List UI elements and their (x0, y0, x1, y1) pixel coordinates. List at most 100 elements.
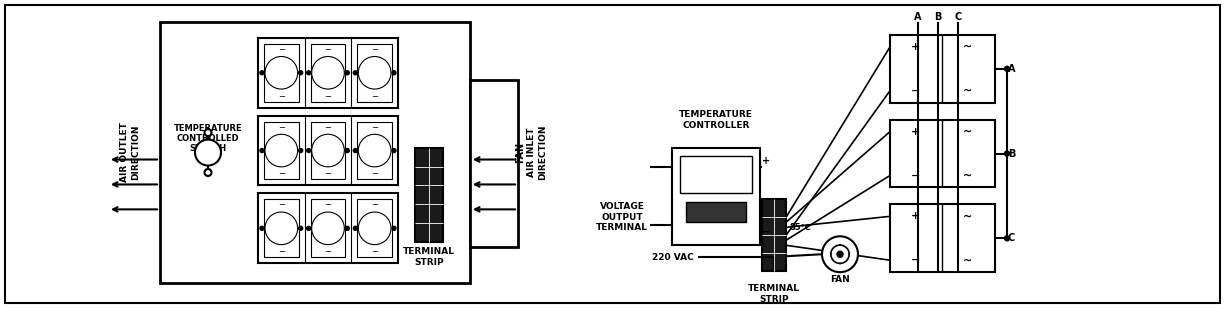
Text: TEMPERATURE
CONTROLLER: TEMPERATURE CONTROLLER (679, 110, 753, 129)
Text: −: − (911, 86, 921, 96)
Bar (358, 199, 392, 257)
Circle shape (1004, 151, 1009, 156)
Circle shape (260, 71, 265, 75)
Circle shape (265, 134, 298, 167)
Text: A: A (914, 12, 921, 22)
Text: AIR INLET
DIRECTION: AIR INLET DIRECTION (527, 125, 546, 180)
Circle shape (1004, 66, 1009, 71)
Bar (680, 155, 752, 193)
Text: ~: ~ (963, 171, 973, 180)
Circle shape (359, 57, 391, 89)
Bar (762, 199, 786, 271)
Text: B: B (935, 12, 942, 22)
Text: −: − (371, 169, 379, 179)
Bar (673, 148, 760, 245)
Circle shape (195, 140, 220, 166)
Text: ~: ~ (963, 255, 973, 265)
Bar (891, 120, 995, 188)
Circle shape (353, 226, 358, 230)
Text: −: − (325, 201, 332, 210)
Text: 220 VAC: 220 VAC (652, 253, 693, 262)
Circle shape (353, 149, 358, 153)
Text: −: − (371, 201, 379, 210)
Text: ~: ~ (963, 86, 973, 96)
Text: −: − (911, 171, 921, 180)
Circle shape (306, 149, 311, 153)
Circle shape (392, 71, 396, 75)
Text: TERMINAL
STRIP: TERMINAL STRIP (403, 247, 454, 267)
Text: −: − (911, 255, 921, 265)
Circle shape (311, 134, 344, 167)
Bar (311, 44, 345, 102)
Text: TEMPERATURE
CONTROLLED
SWITCH: TEMPERATURE CONTROLLED SWITCH (174, 124, 243, 154)
Circle shape (392, 226, 396, 230)
Circle shape (311, 212, 344, 245)
Bar (358, 44, 392, 102)
Text: ~: ~ (963, 127, 973, 137)
Circle shape (265, 212, 298, 245)
Circle shape (306, 226, 311, 230)
Circle shape (299, 226, 303, 230)
Bar (311, 199, 345, 257)
Circle shape (822, 236, 857, 272)
Text: −: − (278, 123, 285, 132)
Bar (415, 148, 443, 242)
Circle shape (311, 57, 344, 89)
Bar (258, 116, 398, 185)
Text: −: − (371, 45, 379, 54)
Text: +: + (911, 211, 921, 221)
Bar (265, 122, 299, 180)
Text: TERMINAL
STRIP: TERMINAL STRIP (748, 284, 800, 303)
Text: −: − (762, 227, 771, 237)
Text: C: C (954, 12, 962, 22)
Bar (258, 193, 398, 263)
Bar (686, 202, 746, 222)
Text: −: − (278, 45, 285, 54)
Text: +: + (911, 127, 921, 137)
Bar (891, 35, 995, 103)
Text: −: − (371, 247, 379, 256)
Circle shape (299, 149, 303, 153)
Circle shape (299, 71, 303, 75)
Text: −: − (325, 247, 332, 256)
Circle shape (205, 129, 212, 136)
Text: AIR OUTLET
DIRECTION: AIR OUTLET DIRECTION (120, 123, 140, 183)
Text: FAN: FAN (514, 142, 526, 163)
Circle shape (260, 226, 265, 230)
Bar (891, 204, 995, 272)
Text: −: − (325, 169, 332, 179)
Text: −: − (371, 92, 379, 101)
Text: VOLTAGE
OUTPUT
TERMINAL: VOLTAGE OUTPUT TERMINAL (597, 202, 648, 232)
Bar (470, 80, 518, 247)
Text: B: B (1008, 149, 1016, 159)
Text: −: − (278, 92, 285, 101)
Circle shape (345, 71, 349, 75)
Circle shape (260, 149, 265, 153)
Bar (265, 199, 299, 257)
Text: −: − (325, 123, 332, 132)
Bar (358, 122, 392, 180)
Text: −: − (278, 169, 285, 179)
Text: C: C (1008, 233, 1016, 243)
Bar (160, 22, 470, 283)
Circle shape (359, 134, 391, 167)
Circle shape (392, 149, 396, 153)
Bar (258, 38, 398, 108)
Bar (265, 44, 299, 102)
Circle shape (205, 169, 212, 176)
Circle shape (353, 71, 358, 75)
Circle shape (1004, 236, 1009, 241)
Text: FAN: FAN (831, 275, 850, 284)
Circle shape (837, 251, 843, 257)
Text: −: − (278, 247, 285, 256)
Text: A: A (1008, 64, 1016, 74)
Text: +: + (911, 42, 921, 52)
Text: −: − (325, 92, 332, 101)
Bar (311, 122, 345, 180)
Text: −: − (371, 123, 379, 132)
Text: −: − (278, 201, 285, 210)
Circle shape (345, 226, 349, 230)
Text: ~: ~ (963, 42, 973, 52)
Circle shape (359, 212, 391, 245)
Circle shape (306, 71, 311, 75)
